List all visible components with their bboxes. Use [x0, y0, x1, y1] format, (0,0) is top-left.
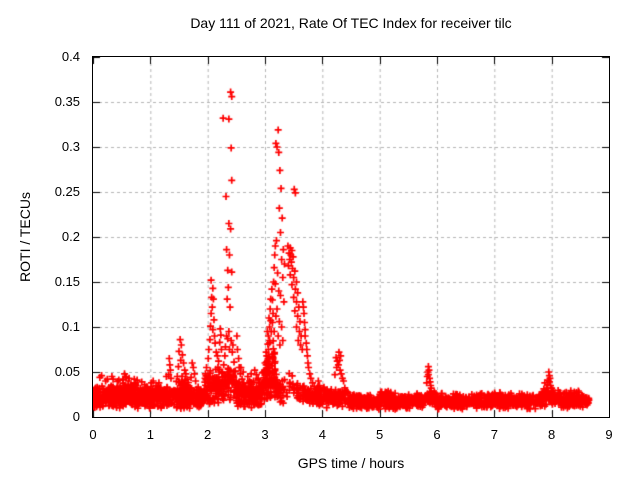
x-tick-label: 6 [433, 427, 441, 442]
x-tick-label: 2 [204, 427, 212, 442]
x-tick-label: 0 [89, 427, 97, 442]
y-tick-label: 0.25 [54, 184, 80, 199]
scatter-points-canvas [93, 57, 609, 417]
y-tick-label: 0.05 [54, 364, 80, 379]
y-tick-label: 0 [72, 409, 80, 424]
y-tick-label: 0.3 [61, 139, 80, 154]
x-axis-label: GPS time / hours [297, 455, 405, 471]
x-tick-label: 8 [548, 427, 556, 442]
y-tick-label: 0.35 [54, 94, 80, 109]
x-tick-label: 4 [318, 427, 326, 442]
y-tick-label: 0.1 [61, 319, 80, 334]
y-tick-label: 0.15 [54, 274, 80, 289]
plot-area [92, 56, 610, 418]
x-tick-label: 1 [146, 427, 154, 442]
x-tick-label: 5 [376, 427, 384, 442]
x-tick-label: 9 [605, 427, 613, 442]
y-tick-label: 0.2 [61, 229, 80, 244]
y-tick-label: 0.4 [61, 49, 80, 64]
x-tick-label: 7 [490, 427, 498, 442]
chart-title: Day 111 of 2021, Rate Of TEC Index for r… [190, 15, 512, 31]
x-tick-label: 3 [261, 427, 269, 442]
